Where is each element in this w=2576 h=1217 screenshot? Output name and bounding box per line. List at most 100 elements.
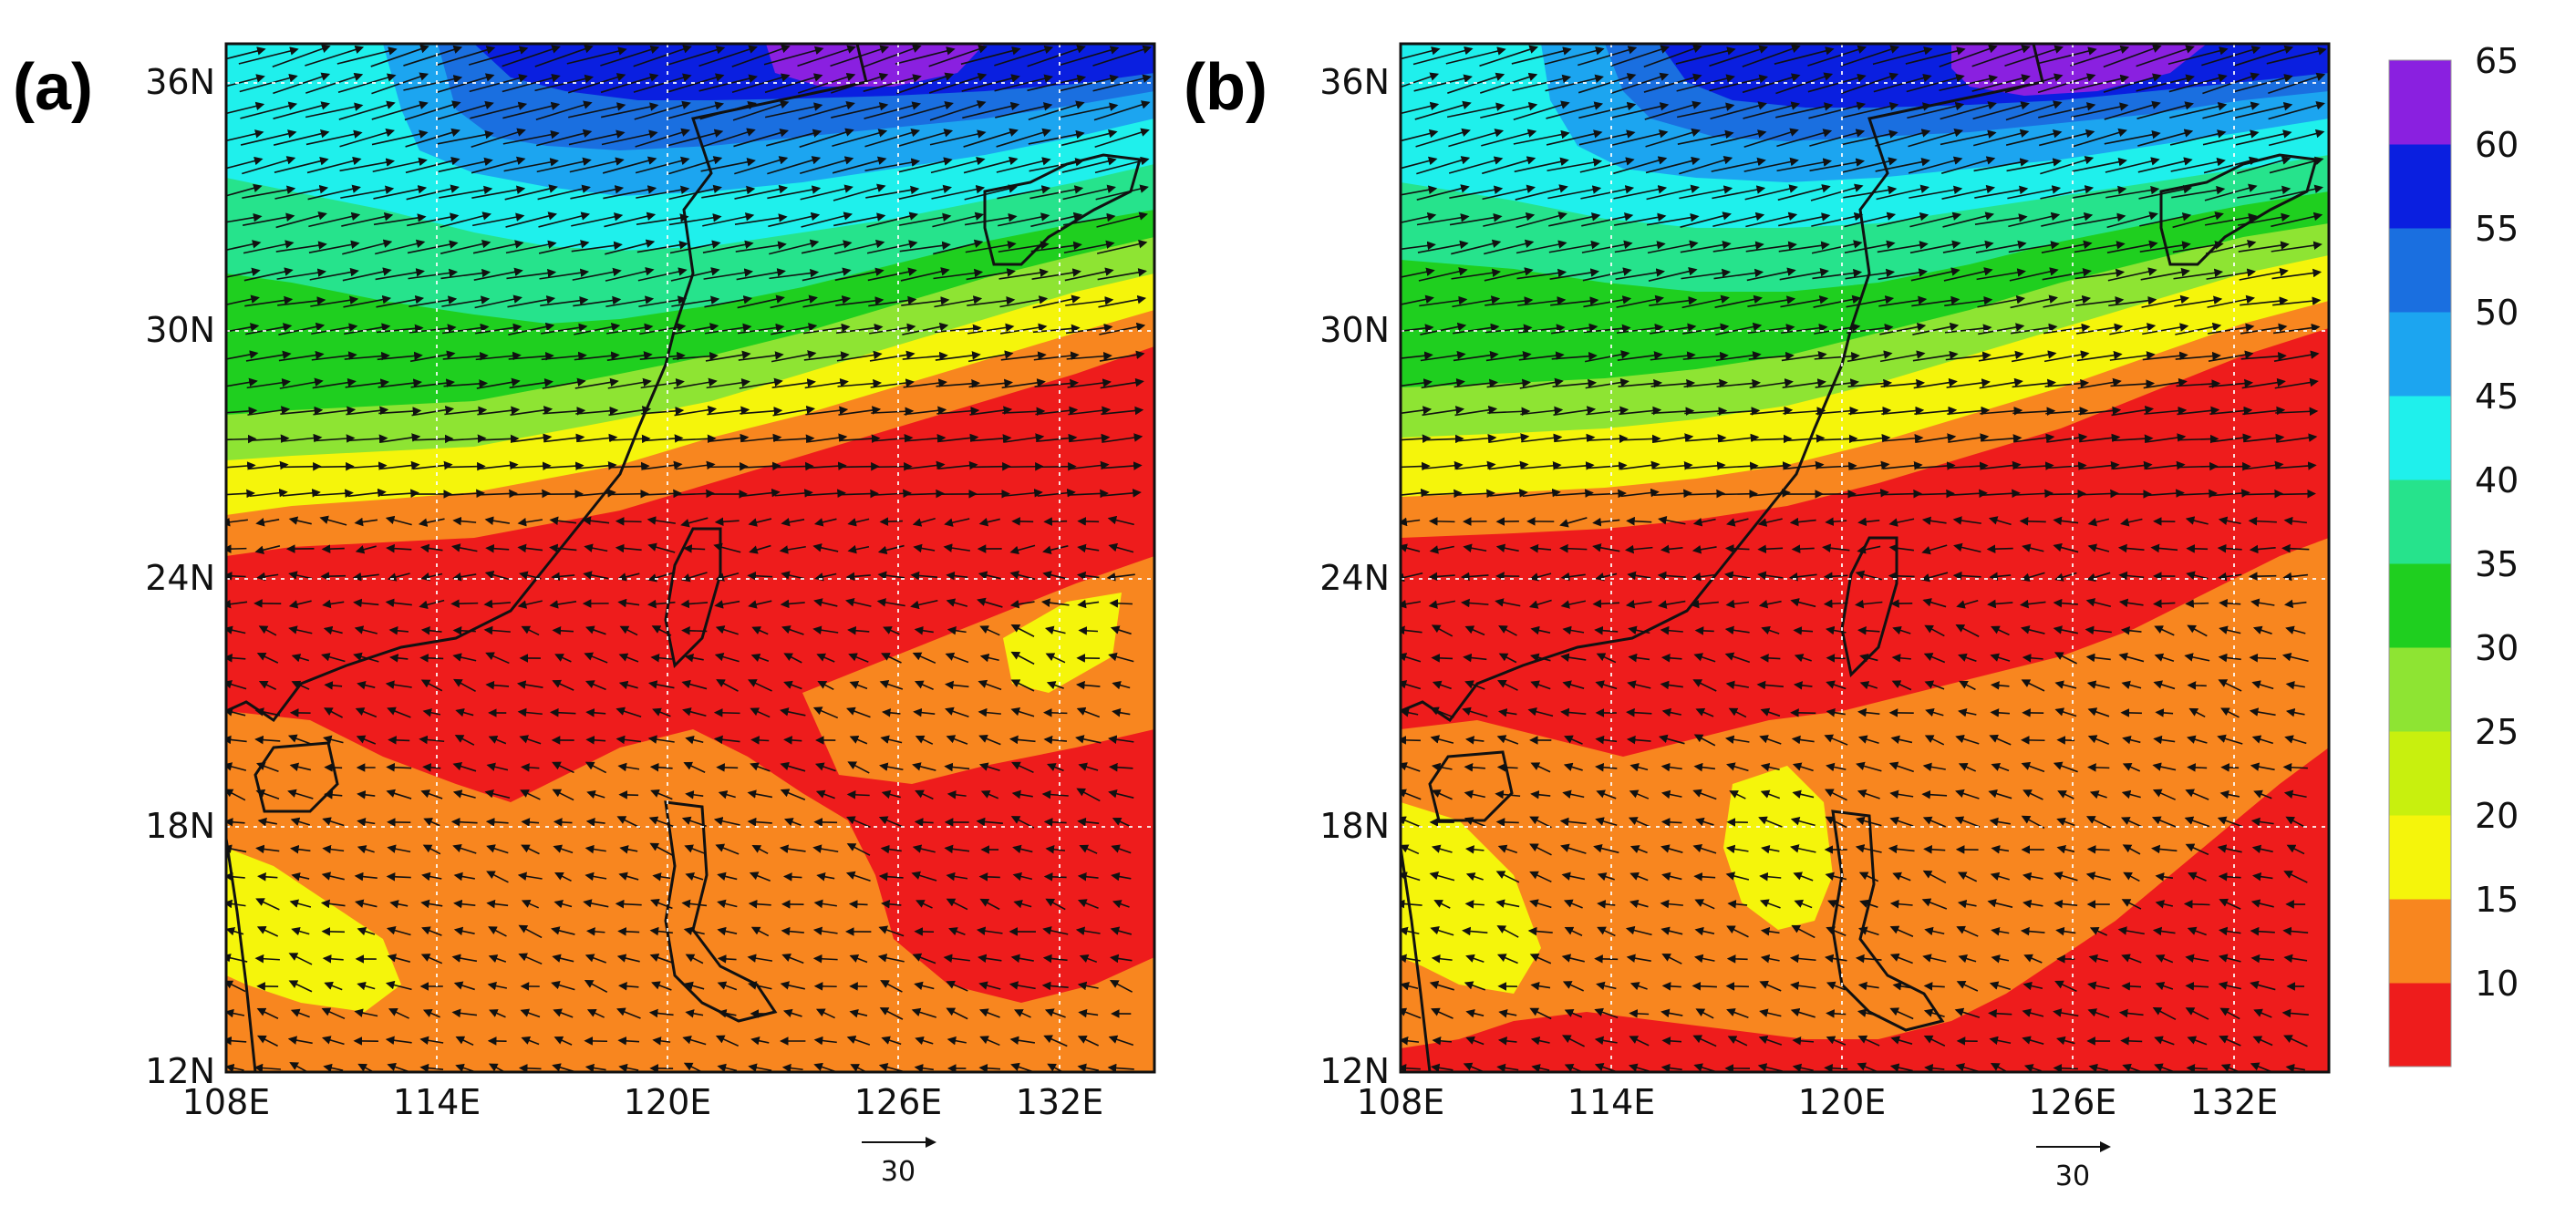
wind-vector (643, 489, 682, 499)
wind-vector (322, 599, 345, 609)
wind-vectors-a (226, 44, 1153, 1072)
wind-vector (552, 679, 574, 691)
colorbar-label-55: 55 (2475, 209, 2519, 249)
wind-vector (577, 489, 616, 498)
wind-vector (772, 405, 816, 417)
wind-vector (1101, 406, 1144, 416)
wind-vector (970, 434, 1012, 443)
wind-vector (669, 240, 721, 254)
wind-vector (802, 267, 852, 282)
wind-vector (617, 927, 640, 936)
wind-vector (584, 543, 608, 552)
wind-vector (385, 515, 412, 526)
wind-vector (931, 184, 986, 200)
wind-vector (706, 378, 750, 389)
wind-vector (708, 461, 749, 471)
wind-vector (585, 680, 606, 691)
wind-vector (714, 517, 740, 527)
wind-vector (403, 75, 463, 91)
wind-vector (409, 324, 457, 334)
wind-vector (870, 378, 915, 388)
wind-vector (1097, 268, 1147, 281)
wind-vector (388, 626, 409, 635)
wind-vector (750, 653, 770, 663)
wind-vector (806, 433, 848, 443)
colorbar-swatch-2 (2389, 815, 2451, 900)
wind-vector (554, 654, 572, 663)
wind-vector (936, 407, 980, 416)
wind-vector (1077, 517, 1100, 526)
wind-vector (371, 129, 429, 146)
wind-vector (708, 433, 750, 443)
wind-vector (1010, 624, 1035, 637)
wind-vector (534, 45, 594, 67)
wind-vector (866, 240, 918, 254)
wind-vector (226, 572, 246, 581)
wind-vector (549, 600, 577, 609)
wind-vector (881, 653, 902, 664)
wind-vector (538, 240, 590, 254)
wind-vector (452, 653, 477, 662)
wind-vector (347, 461, 388, 470)
wind-vector (936, 379, 981, 388)
wind-vector (977, 597, 1003, 608)
wind-vector (1002, 407, 1046, 417)
wind-vector (998, 241, 1050, 253)
wind-vector (226, 407, 258, 416)
panel-b: (b) (1184, 42, 2331, 1192)
wind-vector (385, 680, 412, 689)
wind-vector (873, 489, 912, 499)
wind-vector (1068, 406, 1112, 416)
wind-vector (700, 128, 756, 149)
wind-vector (637, 267, 688, 282)
wind-vector (1045, 653, 1066, 664)
wind-vector (1059, 46, 1120, 67)
wind-vector (226, 377, 258, 387)
lat-tick-36n-b: 36N (1319, 62, 1390, 102)
wind-vector (767, 156, 822, 175)
wind-vector (896, 72, 955, 95)
wind-vector (740, 407, 783, 416)
colorbar-labels: 10152025303540455055606570 (2475, 41, 2519, 1004)
panel-a-lat-axis: 12N 18N 24N 30N 36N (145, 62, 215, 1091)
wind-vector (1009, 599, 1035, 609)
wind-vector (440, 239, 491, 254)
wind-vector (372, 157, 428, 173)
wind-vector (670, 267, 720, 282)
wind-vector (477, 406, 521, 416)
wind-vector (375, 239, 426, 255)
wind-vector (472, 240, 524, 254)
wind-vector (226, 240, 262, 252)
wind-vector (275, 211, 327, 229)
wind-vector (898, 212, 952, 226)
wind-vector (437, 100, 494, 120)
wind-vector (969, 406, 1013, 416)
wind-vector (848, 653, 869, 663)
wind-vector (600, 102, 659, 119)
wind-vector (1043, 708, 1068, 717)
wind-vector (832, 156, 887, 174)
wind-vector (445, 461, 486, 471)
wind-vector (242, 156, 296, 175)
panel-b-lat-axis: 12N 18N 24N 30N 36N (1319, 62, 1390, 1091)
wind-vector (839, 434, 881, 443)
wind-vector (568, 102, 626, 119)
wind-vector (848, 900, 868, 909)
wind-vector (846, 790, 870, 799)
wind-vector (1093, 100, 1151, 121)
wind-vector (320, 572, 347, 581)
wind-vector (872, 434, 914, 443)
wind-vector (999, 295, 1049, 308)
wind-vector (420, 625, 442, 635)
wind-vector (871, 407, 915, 417)
wind-vector (451, 543, 478, 552)
wind-vector (226, 461, 256, 470)
wind-vector (377, 351, 423, 361)
wind-vector (314, 434, 356, 443)
wind-vector (967, 350, 1014, 363)
wind-vector (617, 572, 640, 582)
wind-vector (340, 185, 395, 199)
colorbar-label-45: 45 (2475, 376, 2519, 417)
wind-vector (505, 211, 558, 228)
wind-vector (585, 625, 606, 635)
